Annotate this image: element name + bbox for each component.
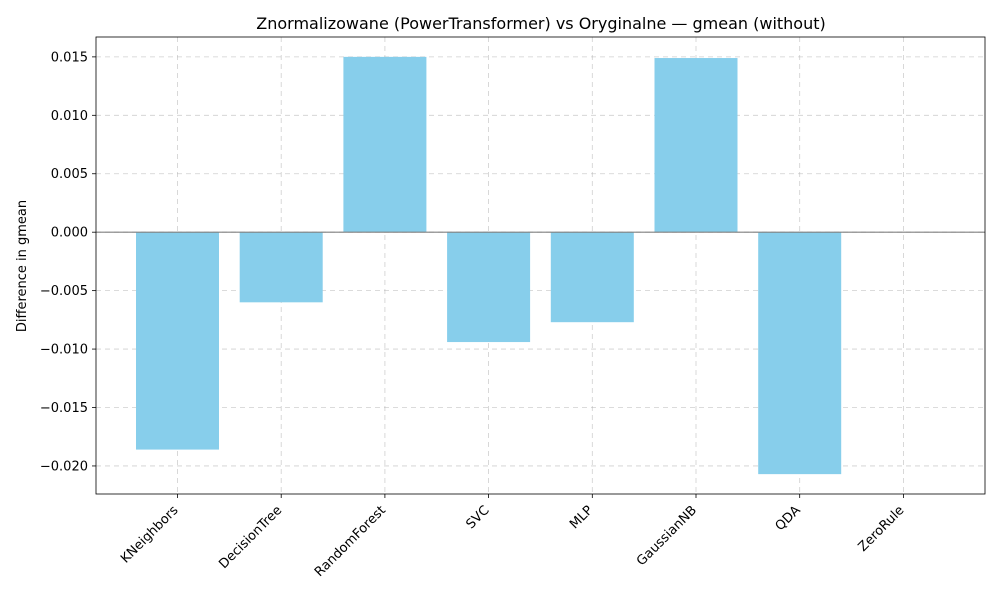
bars-layer [136, 56, 842, 475]
plot-frame [95, 36, 986, 495]
x-tick-label: MLP [567, 503, 596, 532]
y-tick-label: 0.010 [51, 109, 88, 124]
bar-qda [758, 232, 842, 475]
y-axis-label: Difference in gmean [15, 200, 30, 332]
y-tick-label: −0.005 [40, 284, 88, 299]
x-tick-label: DecisionTree [216, 503, 285, 572]
y-tick-label: −0.010 [40, 343, 88, 358]
grid-layer [96, 37, 985, 494]
chart-title: Znormalizowane (PowerTransformer) vs Ory… [256, 14, 826, 33]
y-tick-label: −0.015 [40, 401, 88, 416]
x-tick-label: SVC [463, 503, 492, 532]
x-tick-label: RandomForest [312, 503, 389, 580]
bar-decisiontree [239, 232, 323, 303]
x-tick-label: QDA [773, 503, 804, 534]
y-tick-label: 0.005 [51, 167, 88, 182]
bar-gaussiannb [654, 58, 738, 233]
y-tick-label: −0.020 [40, 459, 88, 474]
x-tick-label: ZeroRule [856, 503, 908, 555]
bar-randomforest [343, 56, 427, 233]
y-tick-label: 0.000 [51, 226, 88, 241]
x-tick-label: KNeighbors [118, 503, 182, 567]
y-tick-label: 0.015 [51, 50, 88, 65]
bar-kneighbors [136, 232, 219, 450]
bar-svc [447, 232, 531, 343]
x-tick-label: GaussianNB [634, 503, 700, 569]
bar-mlp [550, 232, 634, 323]
